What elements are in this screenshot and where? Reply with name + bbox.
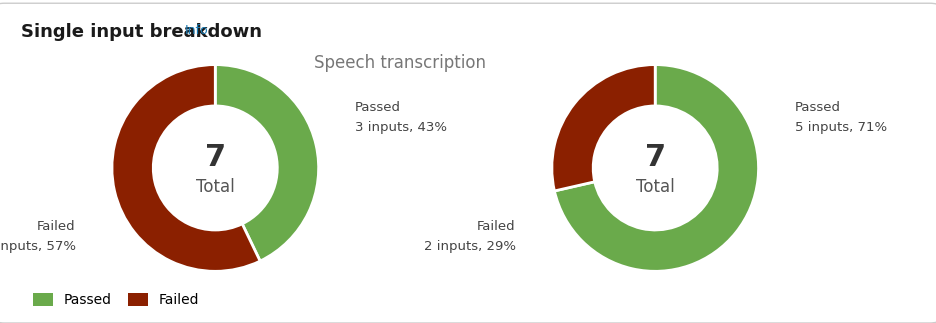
Text: Single input breakdown: Single input breakdown xyxy=(21,23,261,41)
Text: Failed
2 inputs, 29%: Failed 2 inputs, 29% xyxy=(424,220,516,253)
Text: Speech transcription: Speech transcription xyxy=(314,54,486,72)
Text: 7: 7 xyxy=(645,143,665,172)
FancyBboxPatch shape xyxy=(0,3,936,323)
Wedge shape xyxy=(215,65,318,261)
Wedge shape xyxy=(552,65,655,191)
Text: Failed
4 inputs, 57%: Failed 4 inputs, 57% xyxy=(0,220,76,253)
Text: Passed
3 inputs, 43%: Passed 3 inputs, 43% xyxy=(355,101,446,134)
Wedge shape xyxy=(112,65,260,271)
Text: Total: Total xyxy=(636,178,675,195)
Text: Info: Info xyxy=(184,24,208,37)
Text: Passed
5 inputs, 71%: Passed 5 inputs, 71% xyxy=(795,101,887,134)
Text: 7: 7 xyxy=(205,143,226,172)
Text: Total: Total xyxy=(196,178,235,195)
Legend: Passed, Failed: Passed, Failed xyxy=(27,288,205,313)
Wedge shape xyxy=(554,65,758,271)
